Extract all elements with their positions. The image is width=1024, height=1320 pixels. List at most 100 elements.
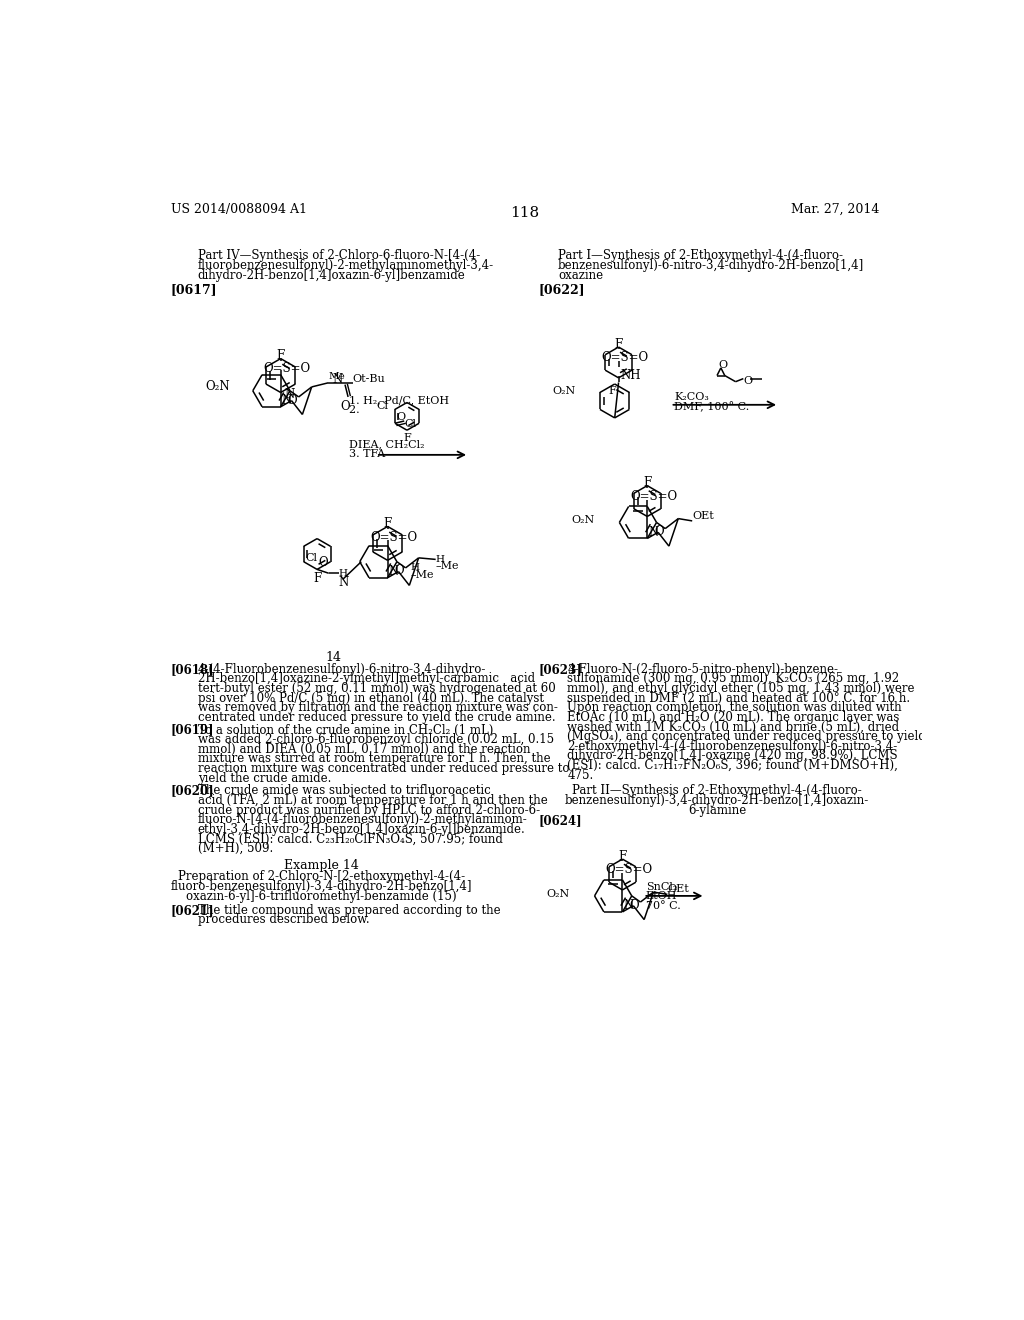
- Text: (ESI): calcd. C₁₇H₁₇FN₂O₆S, 396; found (M+DMSO+H),: (ESI): calcd. C₁₇H₁₇FN₂O₆S, 396; found (…: [567, 759, 898, 772]
- Text: To a solution of the crude amine in CH₂Cl₂ (1 mL): To a solution of the crude amine in CH₂C…: [198, 723, 494, 737]
- Text: [0618]: [0618]: [171, 663, 214, 676]
- Text: O: O: [340, 400, 350, 413]
- Text: O: O: [288, 393, 297, 407]
- Text: centrated under reduced pressure to yield the crude amine.: centrated under reduced pressure to yiel…: [198, 711, 555, 723]
- Text: N: N: [624, 899, 634, 912]
- Text: [0619]: [0619]: [171, 723, 214, 737]
- Text: suspended in DMF (2 mL) and heated at 100° C. for 16 h.: suspended in DMF (2 mL) and heated at 10…: [567, 692, 910, 705]
- Text: US 2014/0088094 A1: US 2014/0088094 A1: [171, 203, 306, 216]
- Text: F: F: [614, 338, 623, 351]
- Text: oxazine: oxazine: [558, 269, 603, 282]
- Text: fluoro-benzenesulfonyl)-3,4-dihydro-2H-benzo[1,4]: fluoro-benzenesulfonyl)-3,4-dihydro-2H-b…: [171, 880, 472, 892]
- Text: Preparation of 2-Chloro-N-[2-ethoxymethyl-4-(4-: Preparation of 2-Chloro-N-[2-ethoxymethy…: [178, 870, 465, 883]
- Text: N: N: [332, 372, 342, 385]
- Text: procedures described below.: procedures described below.: [198, 913, 370, 927]
- Text: dihydro-2H-benzo[1,4]oxazin-6-yl]benzamide: dihydro-2H-benzo[1,4]oxazin-6-yl]benzami…: [198, 269, 466, 282]
- Text: 2-ethoxymethyl-4-(4-fluorobenzenesulfonyl)-6-nitro-3,4-: 2-ethoxymethyl-4-(4-fluorobenzenesulfony…: [567, 739, 898, 752]
- Text: 14: 14: [326, 651, 341, 664]
- Text: O=S=O: O=S=O: [605, 863, 652, 876]
- Text: O=S=O: O=S=O: [371, 531, 418, 544]
- Text: 2.: 2.: [349, 405, 362, 414]
- Text: psi over 10% Pd/C (5 mg) in ethanol (40 mL). The catalyst: psi over 10% Pd/C (5 mg) in ethanol (40 …: [198, 692, 544, 705]
- Text: F: F: [384, 517, 392, 531]
- Text: Me: Me: [329, 372, 346, 381]
- Text: F: F: [403, 433, 411, 442]
- Text: benzenesulfonyl)-3,4-dihydro-2H-benzo[1,4]oxazin-: benzenesulfonyl)-3,4-dihydro-2H-benzo[1,…: [565, 795, 869, 807]
- Text: was removed by filtration and the reaction mixture was con-: was removed by filtration and the reacti…: [198, 701, 558, 714]
- Text: O: O: [396, 412, 406, 422]
- Text: oxazin-6-yl]-6-trifluoromethyl-benzamide (15): oxazin-6-yl]-6-trifluoromethyl-benzamide…: [186, 890, 457, 903]
- Text: N: N: [648, 525, 658, 539]
- Text: F: F: [276, 350, 285, 363]
- Text: (MgSO₄), and concentrated under reduced pressure to yield: (MgSO₄), and concentrated under reduced …: [567, 730, 926, 743]
- Text: O₂N: O₂N: [571, 515, 595, 525]
- Text: N: N: [284, 388, 294, 401]
- Text: N: N: [282, 395, 292, 407]
- Text: EtOAc (10 mL) and H₂O (20 mL). The organic layer was: EtOAc (10 mL) and H₂O (20 mL). The organ…: [567, 711, 900, 723]
- Text: H: H: [411, 564, 420, 573]
- Text: O: O: [719, 360, 728, 370]
- Text: Cl: Cl: [404, 418, 416, 429]
- Text: mixture was stirred at room temperature for 1 h. Then, the: mixture was stirred at room temperature …: [198, 752, 550, 766]
- Text: [0621]: [0621]: [171, 904, 214, 917]
- Text: dihydro-2H-benzo[1,4]-oxazine (420 mg, 98.9%). LCMS: dihydro-2H-benzo[1,4]-oxazine (420 mg, 9…: [567, 750, 898, 763]
- Text: 2H-benzo[1,4]oxazine-2-ylmethyl]methyl-carbamic   acid: 2H-benzo[1,4]oxazine-2-ylmethyl]methyl-c…: [198, 672, 535, 685]
- Text: washed with 1M K₂CO₃ (10 mL) and brine (5 mL), dried: washed with 1M K₂CO₃ (10 mL) and brine (…: [567, 721, 899, 734]
- Text: The title compound was prepared according to the: The title compound was prepared accordin…: [198, 904, 501, 917]
- Text: 3. TFA: 3. TFA: [349, 449, 385, 458]
- Text: 1. H₂, Pd/C, EtOH: 1. H₂, Pd/C, EtOH: [349, 396, 449, 405]
- Text: The crude amide was subjected to trifluoroacetic: The crude amide was subjected to trifluo…: [198, 784, 490, 797]
- Text: Part II—Synthesis of 2-Ethoxymethyl-4-(4-fluoro-: Part II—Synthesis of 2-Ethoxymethyl-4-(4…: [572, 784, 862, 797]
- Text: O: O: [654, 525, 664, 539]
- Text: 475.: 475.: [567, 768, 594, 781]
- Text: 70° C.: 70° C.: [646, 900, 681, 911]
- Text: –Me: –Me: [410, 570, 433, 579]
- Text: reaction mixture was concentrated under reduced pressure to: reaction mixture was concentrated under …: [198, 762, 569, 775]
- Text: 6-ylamine: 6-ylamine: [688, 804, 746, 817]
- Text: O₂N: O₂N: [547, 888, 569, 899]
- Text: Ot-Bu: Ot-Bu: [352, 375, 385, 384]
- Text: fluoro-N-[4-(4-fluorobenzenesulfonyl)-2-methylaminom-: fluoro-N-[4-(4-fluorobenzenesulfonyl)-2-…: [198, 813, 527, 826]
- Text: 4-Fluoro-N-(2-fluoro-5-nitro-phenyl)-benzene-: 4-Fluoro-N-(2-fluoro-5-nitro-phenyl)-ben…: [567, 663, 839, 676]
- Text: [0622]: [0622]: [539, 284, 586, 296]
- Text: [0624]: [0624]: [539, 814, 583, 828]
- Text: tert-butyl ester (52 mg, 0.11 mmol) was hydrogenated at 60: tert-butyl ester (52 mg, 0.11 mmol) was …: [198, 682, 555, 696]
- Text: SnCl₂: SnCl₂: [646, 882, 677, 892]
- Text: NH: NH: [621, 368, 641, 381]
- Text: N: N: [339, 576, 349, 589]
- Text: OEt: OEt: [692, 511, 714, 520]
- Text: mmol), and ethyl glycidyl ether (105 mg, 1.43 mmol) were: mmol), and ethyl glycidyl ether (105 mg,…: [567, 682, 914, 696]
- Text: O₂N: O₂N: [205, 380, 229, 392]
- Text: O=S=O: O=S=O: [601, 351, 648, 364]
- Text: LCMS (ESI): calcd. C₂₃H₂₀ClFN₃O₄S, 507.95; found: LCMS (ESI): calcd. C₂₃H₂₀ClFN₃O₄S, 507.9…: [198, 833, 503, 846]
- Text: H: H: [339, 569, 348, 578]
- Text: Part IV—Synthesis of 2-Chloro-6-fluoro-N-[4-(4-: Part IV—Synthesis of 2-Chloro-6-fluoro-N…: [198, 249, 480, 263]
- Text: sulfonamide (300 mg, 0.95 mmol), K₂CO₃ (265 mg, 1.92: sulfonamide (300 mg, 0.95 mmol), K₂CO₃ (…: [567, 672, 899, 685]
- Text: O: O: [394, 565, 404, 577]
- Text: 4-(4-Fluorobenzenesulfonyl)-6-nitro-3,4-dihydro-: 4-(4-Fluorobenzenesulfonyl)-6-nitro-3,4-…: [198, 663, 486, 676]
- Text: ethyl-3,4-dihydro-2H-benzo[1,4]oxazin-6-yl]benzamide.: ethyl-3,4-dihydro-2H-benzo[1,4]oxazin-6-…: [198, 822, 525, 836]
- Text: O: O: [743, 376, 753, 385]
- Text: Upon reaction completion, the solution was diluted with: Upon reaction completion, the solution w…: [567, 701, 902, 714]
- Text: –Me: –Me: [435, 561, 459, 572]
- Text: Cl: Cl: [305, 553, 317, 562]
- Text: was added 2-chloro-6-fluorobenzoyl chloride (0.02 mL, 0.15: was added 2-chloro-6-fluorobenzoyl chlor…: [198, 733, 554, 746]
- Text: [0623]: [0623]: [539, 663, 583, 676]
- Text: crude product was purified by HPLC to afford 2-chloro-6-: crude product was purified by HPLC to af…: [198, 804, 540, 817]
- Text: OEt: OEt: [668, 884, 689, 894]
- Text: DIEA, CH₂Cl₂: DIEA, CH₂Cl₂: [349, 440, 424, 449]
- Text: Cl: Cl: [377, 400, 389, 411]
- Text: Part I—Synthesis of 2-Ethoxymethyl-4-(4-fluoro-: Part I—Synthesis of 2-Ethoxymethyl-4-(4-…: [558, 249, 843, 263]
- Text: mmol) and DIEA (0.05 mL, 0.17 mmol) and the reaction: mmol) and DIEA (0.05 mL, 0.17 mmol) and …: [198, 743, 530, 756]
- Text: O₂N: O₂N: [552, 385, 575, 396]
- Text: F: F: [618, 850, 627, 863]
- Text: O: O: [318, 556, 328, 569]
- Text: 118: 118: [510, 206, 540, 220]
- Text: N: N: [388, 565, 398, 578]
- Text: O=S=O: O=S=O: [630, 490, 677, 503]
- Text: benzenesulfonyl)-6-nitro-3,4-dihydro-2H-benzo[1,4]: benzenesulfonyl)-6-nitro-3,4-dihydro-2H-…: [558, 259, 864, 272]
- Text: (M+H), 509.: (M+H), 509.: [198, 842, 273, 855]
- Text: O: O: [630, 899, 639, 912]
- Text: O=S=O: O=S=O: [263, 362, 310, 375]
- Text: DMF, 100° C.: DMF, 100° C.: [675, 401, 750, 412]
